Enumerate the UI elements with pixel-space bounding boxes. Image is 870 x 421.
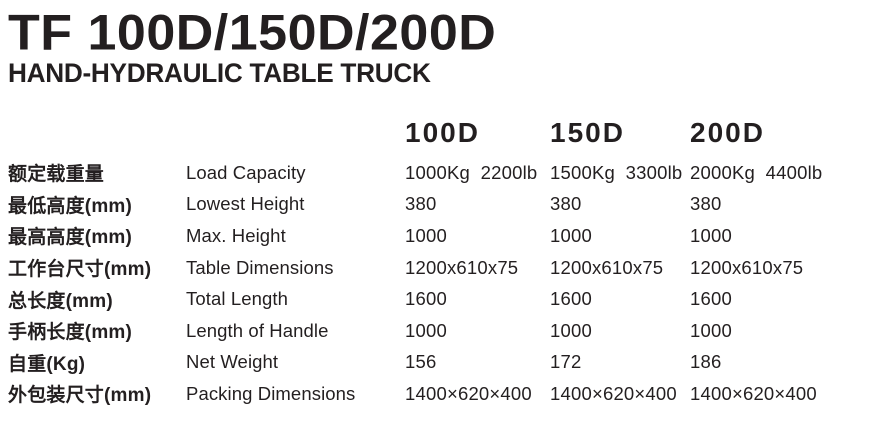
label-en-net-weight: Net Weight bbox=[186, 351, 279, 373]
value-table-dimensions-100d: 1200x610x75 bbox=[405, 256, 519, 278]
value-load-capacity-200d: 2000Kg 4400lb bbox=[690, 161, 823, 183]
value-packing-dimensions-100d: 1400×620×400 bbox=[405, 382, 532, 404]
value-table-dimensions-200d: 1200x610x75 bbox=[690, 256, 804, 278]
value-lowest-height-100d: 380 bbox=[405, 193, 437, 215]
spec-table: 100D 150D 200D 额定载重量 Load Capacity 1000K… bbox=[8, 109, 870, 410]
label-cn-packing-dimensions: 外包装尺寸(mm) bbox=[8, 385, 152, 407]
value-net-weight-100d: 156 bbox=[405, 351, 437, 373]
label-cn-table-dimensions: 工作台尺寸(mm) bbox=[8, 259, 152, 281]
value-handle-length-100d: 1000 bbox=[405, 319, 447, 341]
column-header-150d: 150D bbox=[550, 117, 625, 148]
label-cn-lowest-height: 最低高度(mm) bbox=[8, 195, 133, 217]
value-max-height-150d: 1000 bbox=[550, 224, 592, 246]
value-net-weight-150d: 172 bbox=[550, 351, 582, 373]
value-load-capacity-150d: 1500Kg 3300lb bbox=[550, 161, 683, 183]
value-packing-dimensions-200d: 1400×620×400 bbox=[690, 382, 817, 404]
label-cn-net-weight: 自重(Kg) bbox=[8, 353, 86, 375]
label-en-handle-length: Length of Handle bbox=[186, 319, 329, 341]
label-cn-load-capacity: 额定载重量 bbox=[8, 164, 105, 186]
label-en-max-height: Max. Height bbox=[186, 224, 286, 246]
value-load-capacity-100d: 1000Kg 2200lb bbox=[405, 161, 538, 183]
value-table-dimensions-150d: 1200x610x75 bbox=[550, 256, 664, 278]
label-cn-max-height: 最高高度(mm) bbox=[8, 227, 133, 249]
value-max-height-100d: 1000 bbox=[405, 224, 447, 246]
value-max-height-200d: 1000 bbox=[690, 224, 732, 246]
column-header-100d: 100D bbox=[405, 117, 480, 148]
label-en-table-dimensions: Table Dimensions bbox=[186, 256, 334, 278]
value-packing-dimensions-150d: 1400×620×400 bbox=[550, 382, 677, 404]
value-total-length-100d: 1600 bbox=[405, 288, 447, 310]
column-header-200d: 200D bbox=[690, 117, 765, 148]
label-en-total-length: Total Length bbox=[186, 288, 289, 310]
page-subtitle: HAND-HYDRAULIC TABLE TRUCK bbox=[8, 58, 431, 88]
label-cn-total-length: 总长度(mm) bbox=[8, 290, 113, 312]
value-lowest-height-200d: 380 bbox=[690, 193, 722, 215]
value-handle-length-200d: 1000 bbox=[690, 319, 732, 341]
value-total-length-150d: 1600 bbox=[550, 288, 592, 310]
page-title: TF 100D/150D/200D bbox=[8, 5, 497, 61]
value-handle-length-150d: 1000 bbox=[550, 319, 592, 341]
label-cn-handle-length: 手柄长度(mm) bbox=[8, 322, 133, 344]
label-en-load-capacity: Load Capacity bbox=[186, 161, 306, 183]
label-en-lowest-height: Lowest Height bbox=[186, 193, 305, 215]
label-en-packing-dimensions: Packing Dimensions bbox=[186, 382, 356, 404]
value-net-weight-200d: 186 bbox=[690, 351, 722, 373]
value-total-length-200d: 1600 bbox=[690, 288, 732, 310]
value-lowest-height-150d: 380 bbox=[550, 193, 582, 215]
